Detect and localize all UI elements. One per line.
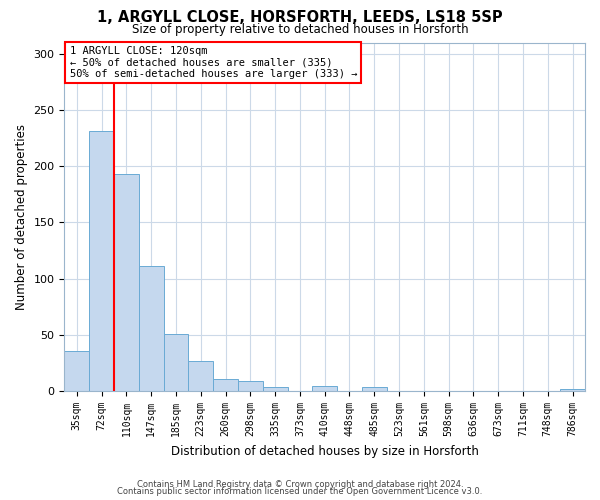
Y-axis label: Number of detached properties: Number of detached properties [15, 124, 28, 310]
Bar [89, 132, 114, 391]
Text: Size of property relative to detached houses in Horsforth: Size of property relative to detached ho… [131, 22, 469, 36]
Text: Contains public sector information licensed under the Open Government Licence v3: Contains public sector information licen… [118, 487, 482, 496]
Text: Contains HM Land Registry data © Crown copyright and database right 2024.: Contains HM Land Registry data © Crown c… [137, 480, 463, 489]
Bar [313, 386, 337, 391]
Text: 1, ARGYLL CLOSE, HORSFORTH, LEEDS, LS18 5SP: 1, ARGYLL CLOSE, HORSFORTH, LEEDS, LS18 … [97, 10, 503, 25]
X-axis label: Distribution of detached houses by size in Horsforth: Distribution of detached houses by size … [171, 444, 479, 458]
Bar [139, 266, 164, 391]
Bar [188, 361, 213, 391]
Bar [164, 334, 188, 391]
Bar [362, 386, 386, 391]
Bar [213, 379, 238, 391]
Bar [64, 350, 89, 391]
Bar [238, 381, 263, 391]
Bar [114, 174, 139, 391]
Bar [560, 389, 585, 391]
Text: 1 ARGYLL CLOSE: 120sqm
← 50% of detached houses are smaller (335)
50% of semi-de: 1 ARGYLL CLOSE: 120sqm ← 50% of detached… [70, 46, 357, 79]
Bar [263, 386, 287, 391]
